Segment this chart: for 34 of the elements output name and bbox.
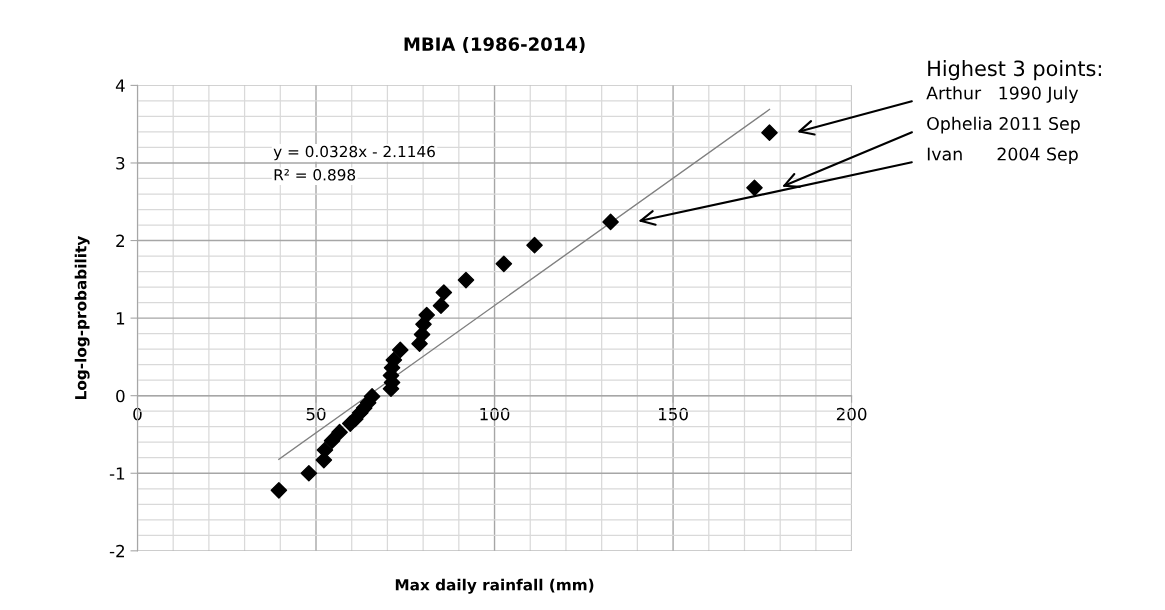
point: [495, 255, 513, 273]
x-tick-label: 100: [480, 407, 510, 421]
point: [602, 213, 619, 231]
text: Highest 3 points:: [928, 60, 1101, 81]
point: [270, 482, 288, 499]
annotation: y = 0.0328x - 2.1146: [273, 145, 435, 161]
point: [435, 284, 453, 301]
point: [391, 341, 409, 359]
point: [526, 236, 543, 254]
point: [331, 423, 348, 441]
x-tick-label: 0: [133, 407, 142, 421]
text: Ophelia 2011 Sep: [927, 116, 1080, 134]
x-tick-label: 200: [836, 407, 867, 421]
point: [432, 297, 450, 315]
y-tick-label: 1: [116, 312, 125, 325]
y-axis-title: Log-log-probability: [74, 236, 90, 400]
y-tick-label: 3: [116, 156, 125, 170]
point: [457, 271, 475, 289]
text: Ivan 2004 Sep: [927, 147, 1078, 164]
x-axis-title: Max daily rainfall (mm): [395, 578, 594, 594]
point: [323, 432, 341, 449]
chart-title: MBIA (1986-2014): [404, 36, 585, 54]
y-tick-label: 0: [116, 389, 125, 403]
point: [746, 179, 763, 197]
point: [761, 124, 778, 142]
x-tick-label: 50: [306, 407, 326, 421]
text: Arthur 1990 July: [926, 86, 1079, 103]
annotation: R² = 0.898: [274, 169, 356, 181]
y-tick-label: -2: [109, 544, 124, 558]
y-tick-label: 2: [116, 234, 124, 247]
point: [300, 464, 318, 482]
y-tick-label: -1: [109, 467, 125, 480]
y-tick-label: 4: [115, 79, 125, 92]
x-tick-label: 150: [659, 407, 688, 421]
